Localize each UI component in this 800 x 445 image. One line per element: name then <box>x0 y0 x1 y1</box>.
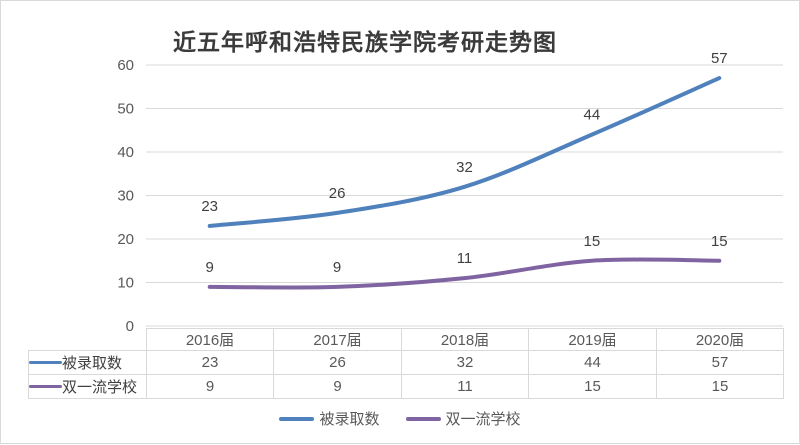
table-value-cell: 9 <box>273 374 402 399</box>
table-value-cell: 57 <box>656 350 784 375</box>
series-label-cell: 双一流学校 <box>28 374 147 399</box>
table-value-cell: 23 <box>146 350 274 375</box>
y-axis-label: 20 <box>117 231 134 248</box>
data-label-double-first-class: 9 <box>206 259 214 276</box>
chart-title: 近五年呼和浩特民族学院考研走势图 <box>173 29 557 56</box>
legend-label: 被录取数 <box>319 411 380 428</box>
y-axis-label: 0 <box>126 318 134 335</box>
y-axis-label: 10 <box>117 275 134 292</box>
data-label-double-first-class: 11 <box>457 250 473 267</box>
data-label-double-first-class: 15 <box>584 233 601 250</box>
table-value-cell: 9 <box>146 374 274 399</box>
series-line-double-first-class <box>207 257 722 290</box>
data-table: 2016届 2017届 2018届 2019届 2020届 被录取数 23 26… <box>28 328 784 399</box>
table-value-cell: 15 <box>656 374 784 399</box>
table-value-cell: 15 <box>528 374 657 399</box>
data-label-admitted: 23 <box>201 198 218 215</box>
table-row-admitted: 被录取数 23 26 32 44 57 <box>28 350 784 375</box>
series-line-icon <box>29 385 62 388</box>
data-label-admitted: 32 <box>456 159 473 176</box>
table-header-cell: 2020届 <box>656 328 784 351</box>
data-label-double-first-class: 15 <box>711 233 728 250</box>
series-line-icon <box>29 361 62 364</box>
table-corner-cell <box>28 328 147 351</box>
y-axis-label: 40 <box>117 144 134 161</box>
data-label-admitted: 44 <box>584 107 601 124</box>
chart-legend: 被录取数 双一流学校 <box>1 408 799 429</box>
series-name: 被录取数 <box>62 355 123 372</box>
legend-line-icon <box>405 416 441 421</box>
legend-line-icon <box>279 416 315 421</box>
table-value-cell: 11 <box>401 374 529 399</box>
table-header-cell: 2018届 <box>401 328 529 351</box>
table-value-cell: 26 <box>273 350 402 375</box>
data-label-admitted: 57 <box>711 50 728 67</box>
series-label-cell: 被录取数 <box>28 350 147 375</box>
data-label-double-first-class: 9 <box>333 259 341 276</box>
series-line-admitted <box>207 76 722 228</box>
table-value-cell: 44 <box>528 350 657 375</box>
y-axis-label: 30 <box>117 188 134 205</box>
y-axis-label: 60 <box>117 57 134 74</box>
y-axis-label: 50 <box>117 101 134 118</box>
table-header-cell: 2016届 <box>146 328 274 351</box>
data-label-admitted: 26 <box>329 185 346 202</box>
legend-item-admitted: 被录取数 <box>279 408 380 429</box>
table-value-cell: 32 <box>401 350 529 375</box>
table-header-row: 2016届 2017届 2018届 2019届 2020届 <box>28 328 784 351</box>
table-row-double-first-class: 双一流学校 9 9 11 15 15 <box>28 374 784 399</box>
table-header-cell: 2017届 <box>273 328 402 351</box>
legend-label: 双一流学校 <box>445 411 521 428</box>
table-header-cell: 2019届 <box>528 328 657 351</box>
series-name: 双一流学校 <box>62 379 138 396</box>
legend-item-double-first-class: 双一流学校 <box>405 408 521 429</box>
